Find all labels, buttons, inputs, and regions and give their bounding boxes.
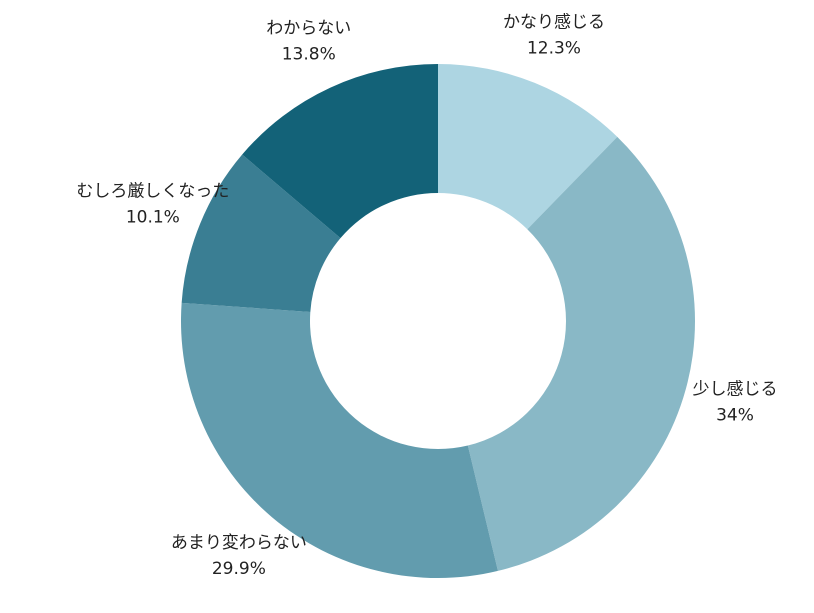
- slice-label: かなり感じる: [503, 13, 605, 33]
- donut-slice: [467, 136, 695, 571]
- value-label: 13.8%: [282, 44, 336, 64]
- donut-slice: [181, 302, 498, 579]
- value-label: 34%: [716, 406, 754, 426]
- slice-label: むしろ厳しくなった: [76, 182, 229, 202]
- slice-label: 少し感じる: [692, 380, 777, 400]
- donut-slice: [438, 64, 618, 230]
- donut-slice: [181, 154, 341, 312]
- slice-label: あまり変わらない: [171, 533, 307, 553]
- value-label: 10.1%: [126, 208, 180, 228]
- donut-slice: [242, 64, 438, 239]
- slice-label: わからない: [266, 18, 351, 38]
- value-label: 12.3%: [527, 39, 581, 59]
- value-label: 29.9%: [212, 559, 266, 579]
